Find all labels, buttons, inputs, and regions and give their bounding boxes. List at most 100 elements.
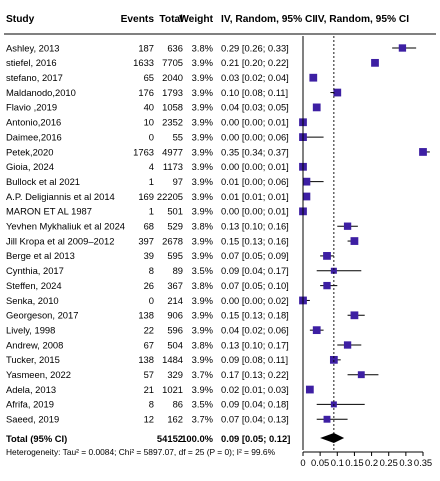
- study-rows: Ashley, 2013 187 636 3.8% 0.29 [0.26; 0.33] s…: [6, 42, 289, 424]
- study-total: 22205: [157, 191, 183, 202]
- study-total: 89: [173, 265, 183, 276]
- study-events: 0: [149, 131, 154, 142]
- x-tick-label: 0.3: [399, 457, 412, 468]
- total-ci: 0.09 [0.05; 0.12]: [221, 433, 290, 444]
- study-name: Tucker, 2015: [6, 354, 60, 365]
- study-ci: 0.01 [0.00; 0.06]: [221, 176, 289, 187]
- study-total: 636: [167, 42, 183, 53]
- effect-square: [323, 252, 331, 260]
- total-total: 54152: [157, 433, 183, 444]
- study-events: 138: [138, 310, 154, 321]
- study-ci: 0.02 [0.01; 0.03]: [221, 384, 289, 395]
- effect-square: [343, 222, 352, 230]
- study-events: 1763: [133, 146, 154, 157]
- study-name: Ashley, 2013: [6, 42, 60, 53]
- study-weight: 3.9%: [192, 117, 213, 128]
- study-ci: 0.09 [0.04; 0.17]: [221, 265, 289, 276]
- study-ci: 0.03 [0.02; 0.04]: [221, 72, 289, 83]
- effect-square: [309, 73, 318, 82]
- study-total: 2678: [162, 235, 183, 246]
- study-ci: 0.13 [0.10; 0.17]: [221, 339, 289, 350]
- effect-square: [330, 267, 337, 274]
- x-tick-label: 0.2: [365, 457, 378, 468]
- study-ci: 0.09 [0.04; 0.18]: [221, 399, 289, 410]
- study-total: 55: [173, 131, 183, 142]
- study-weight: 3.9%: [192, 295, 213, 306]
- pooled-diamond: [320, 433, 345, 443]
- study-ci: 0.00 [0.00; 0.06]: [221, 131, 289, 142]
- effect-square: [350, 311, 359, 320]
- study-weight: 3.9%: [192, 161, 213, 172]
- study-ci: 0.15 [0.13; 0.16]: [221, 235, 289, 246]
- study-ci: 0.04 [0.03; 0.05]: [221, 102, 289, 113]
- study-name: Steffen, 2024: [6, 280, 62, 291]
- effect-square: [312, 103, 321, 112]
- study-weight: 3.9%: [192, 354, 213, 365]
- study-weight: 3.8%: [192, 221, 213, 232]
- study-name: Flavio ,2019: [6, 102, 57, 113]
- study-name: Berge et al 2013: [6, 250, 75, 261]
- effect-square: [357, 371, 365, 379]
- study-name: Yevhen Mykhaliuk et al 2024: [6, 221, 125, 232]
- study-ci: 0.21 [0.20; 0.22]: [221, 57, 289, 68]
- study-weight: 3.9%: [192, 176, 213, 187]
- study-total: 1058: [162, 102, 183, 113]
- study-ci: 0.00 [0.00; 0.01]: [221, 117, 289, 128]
- study-events: 1633: [133, 57, 154, 68]
- study-ci: 0.09 [0.08; 0.11]: [221, 354, 288, 365]
- effect-square: [302, 192, 311, 201]
- study-events: 138: [138, 354, 154, 365]
- study-events: 8: [149, 265, 154, 276]
- study-total: 1021: [162, 384, 183, 395]
- study-total: 1793: [162, 87, 183, 98]
- study-weight: 3.5%: [192, 265, 213, 276]
- header-ci: IV, Random, 95% CI: [221, 14, 315, 25]
- effect-square: [302, 177, 311, 186]
- study-ci: 0.07 [0.05; 0.09]: [221, 250, 289, 261]
- study-name: Daimee,2016: [6, 131, 62, 142]
- study-name: Cynthia, 2017: [6, 265, 64, 276]
- study-weight: 3.7%: [192, 414, 213, 425]
- study-events: 169: [138, 191, 154, 202]
- study-name: Georgeson, 2017: [6, 310, 78, 321]
- study-weight: 3.9%: [192, 206, 213, 217]
- study-ci: 0.35 [0.34; 0.37]: [221, 146, 289, 157]
- effect-square: [350, 237, 359, 245]
- effect-square: [371, 58, 379, 67]
- study-ci: 0.00 [0.00; 0.02]: [221, 295, 289, 306]
- study-total: 504: [167, 339, 183, 350]
- study-name: Yasmeen, 2022: [6, 369, 71, 380]
- study-ci: 0.17 [0.13; 0.22]: [221, 369, 289, 380]
- study-ci: 0.13 [0.10; 0.16]: [221, 221, 289, 232]
- study-total: 1484: [162, 354, 183, 365]
- study-name: Antonio,2016: [6, 117, 61, 128]
- study-ci: 0.04 [0.02; 0.06]: [221, 324, 289, 335]
- header-total: Total: [159, 14, 183, 25]
- study-total: 97: [173, 176, 183, 187]
- study-total: 214: [167, 295, 183, 306]
- study-total: 367: [167, 280, 183, 291]
- study-weight: 3.9%: [192, 87, 213, 98]
- study-total: 162: [167, 414, 183, 425]
- study-events: 176: [138, 87, 154, 98]
- study-name: Jill Kropa et al 2009–2012: [6, 235, 114, 246]
- study-name: Senka, 2010: [6, 295, 59, 306]
- study-weight: 3.9%: [192, 310, 213, 321]
- study-events: 1: [149, 206, 154, 217]
- study-events: 0: [149, 295, 154, 306]
- effect-square: [343, 341, 352, 349]
- study-ci: 0.00 [0.00; 0.01]: [221, 161, 289, 172]
- study-events: 187: [138, 42, 154, 53]
- total-label: Total (95% CI): [6, 433, 67, 444]
- x-tick-label: 0.1: [331, 457, 344, 468]
- study-events: 10: [144, 117, 154, 128]
- study-name: Afrifa, 2019: [6, 399, 54, 410]
- study-events: 39: [144, 250, 154, 261]
- effect-square: [329, 355, 338, 364]
- study-events: 12: [144, 414, 154, 425]
- study-name: Saeed, 2019: [6, 414, 59, 425]
- study-ci: 0.10 [0.08; 0.11]: [221, 87, 288, 98]
- study-ci: 0.00 [0.00; 0.01]: [221, 206, 289, 217]
- x-tick-label: 0.25: [380, 457, 398, 468]
- study-total: 7705: [162, 57, 183, 68]
